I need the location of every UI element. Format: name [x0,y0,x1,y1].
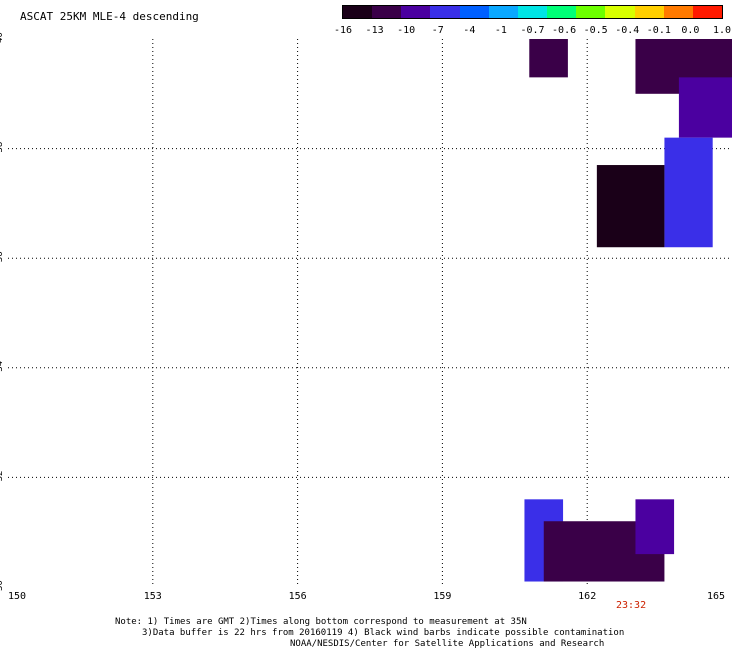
colorbar-tick-label: -16 [333,25,353,36]
longitude-label: 159 [433,591,451,602]
colorbar-tick-label: -13 [365,25,384,36]
colorbar-segment [459,6,489,18]
colorbar-segment [517,6,548,18]
swath-north-small [529,39,568,78]
colorbar-segment [372,6,402,18]
colorbar-segment [401,6,431,18]
colorbar-tick-label: -0.1 [646,25,671,36]
colorbar-segment [692,6,723,18]
color-scale-bar [342,5,723,19]
longitude-label: 150 [8,591,26,602]
colorbar-segment [430,6,460,18]
colorbar-tick-label: -0.4 [615,25,640,36]
colorbar-segment [343,6,373,18]
latitude-label: 36 [0,251,5,262]
colorbar-segment [634,6,664,18]
swath-north-east-c [664,137,713,248]
colorbar-tick-label: -1 [494,25,507,36]
colorbar-tick-label: -0.5 [583,25,608,36]
graticule [8,39,732,587]
latitude-label: 38 [0,142,5,153]
colorbar-segment [605,6,635,18]
map-title: ASCAT 25KM MLE-4 descending [20,10,199,23]
colorbar-tick-label: -10 [397,25,416,36]
swath-north-east-b [678,77,732,138]
longitude-label: 165 [707,591,725,602]
footer-note-line2: 3)Data buffer is 22 hrs from 20160119 4)… [142,628,625,638]
swath-south-cluster-c [635,499,675,555]
latitude-label: 32 [0,471,5,482]
colorbar-tick-label: -0.6 [552,25,577,36]
colorbar-segment [663,6,693,18]
colorbar-tick-label: -4 [463,25,476,36]
colorbar-segment [488,6,518,18]
latitude-label: 40 [0,32,5,43]
pass-time-label: 23:32 [616,600,647,611]
footer-note-line1: Note: 1) Times are GMT 2)Times along bot… [115,617,527,627]
swath-central-dark [596,165,665,248]
longitude-label: 153 [144,591,162,602]
colorbar-tick-label: 1.0 [712,25,732,36]
colorbar-segment [576,6,606,18]
footer-credit: NOAA/NESDIS/Center for Satellite Applica… [290,639,605,649]
colorbar-segment [547,6,577,18]
colorbar-tick-label: -7 [431,25,444,36]
colorbar-tick-label: 0.0 [681,25,700,36]
swath-cells [524,39,732,582]
latitude-label: 30 [0,580,5,591]
latitude-label: 34 [0,361,5,372]
longitude-label: 162 [578,591,596,602]
longitude-label: 156 [289,591,307,602]
colorbar-tick-label: -0.7 [520,25,545,36]
